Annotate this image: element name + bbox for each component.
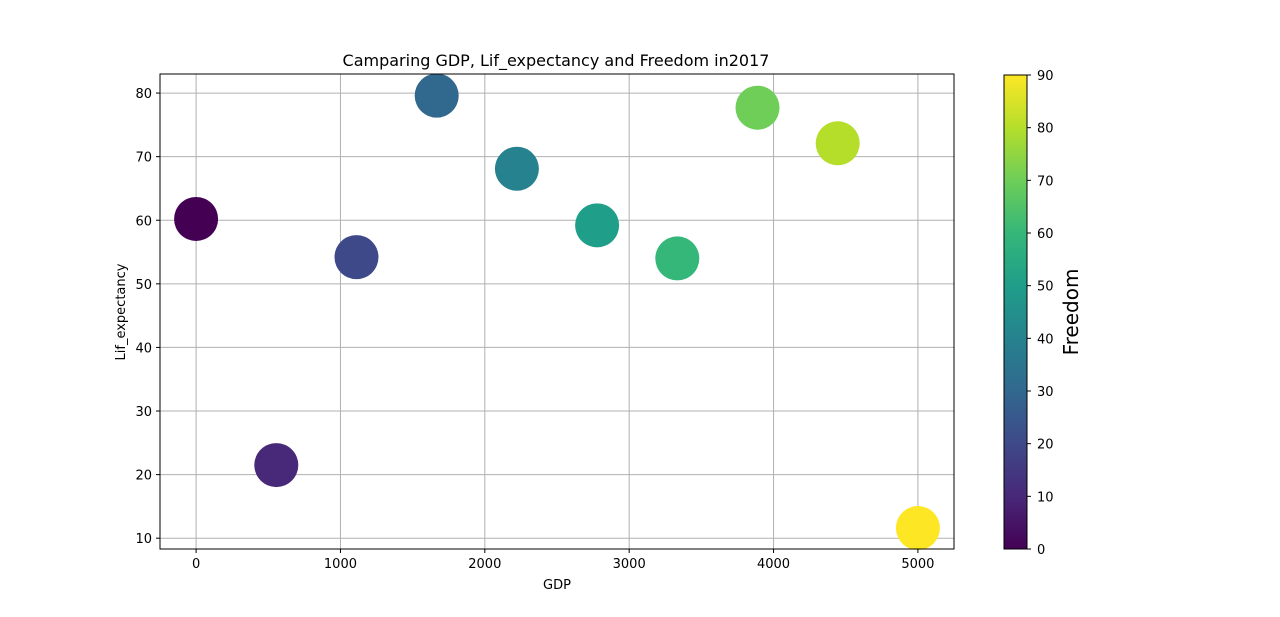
y-tick-label: 10 [135, 532, 152, 547]
scatter-point [815, 121, 860, 166]
chart-title: Camparing GDP, Lif_expectancy and Freedo… [343, 51, 770, 71]
colorbar-label: Freedom [1059, 269, 1083, 356]
y-axis-ticks: 10 20 30 40 50 60 70 80 [135, 87, 160, 547]
y-tick-label: 60 [135, 214, 152, 229]
x-tick-label: 3000 [613, 557, 646, 572]
x-tick-label: 0 [192, 557, 200, 572]
scatter-point [575, 203, 620, 248]
scatter-point [735, 85, 780, 130]
scatter-point [655, 236, 700, 281]
scatter-point [414, 73, 459, 118]
colorbar-ticks: 0 10 20 30 40 50 60 70 80 90 [1027, 69, 1054, 558]
scatter-points [174, 73, 940, 551]
scatter-point [254, 443, 299, 488]
colorbar-tick-label: 70 [1037, 174, 1054, 189]
colorbar-tick-label: 90 [1037, 69, 1054, 84]
y-tick-label: 70 [135, 151, 152, 166]
colorbar-tick-label: 80 [1037, 122, 1054, 137]
colorbar-tick-label: 40 [1037, 332, 1054, 347]
y-tick-label: 80 [135, 87, 152, 102]
x-axis-label: GDP [543, 578, 571, 593]
colorbar-tick-label: 20 [1037, 438, 1054, 453]
colorbar-tick-label: 60 [1037, 227, 1054, 242]
y-tick-label: 40 [135, 341, 152, 356]
y-tick-label: 20 [135, 469, 152, 484]
x-tick-label: 2000 [468, 557, 501, 572]
scatter-point [334, 235, 379, 280]
colorbar-tick-label: 50 [1037, 280, 1054, 295]
scatter-point [895, 506, 940, 551]
y-axis-label: Lif_expectancy [114, 263, 129, 360]
y-tick-label: 50 [135, 278, 152, 293]
colorbar [1003, 74, 1028, 550]
scatter-point [494, 146, 539, 191]
colorbar-tick-label: 30 [1037, 385, 1054, 400]
y-tick-label: 30 [135, 405, 152, 420]
colorbar-tick-label: 0 [1037, 543, 1045, 558]
plot-frame [159, 73, 955, 550]
x-tick-label: 5000 [901, 557, 934, 572]
scatter-point [174, 196, 219, 241]
colorbar-tick-label: 10 [1037, 490, 1054, 505]
x-axis-ticks: 0 1000 2000 3000 4000 5000 [192, 549, 934, 572]
x-tick-label: 1000 [324, 557, 357, 572]
x-tick-label: 4000 [757, 557, 790, 572]
